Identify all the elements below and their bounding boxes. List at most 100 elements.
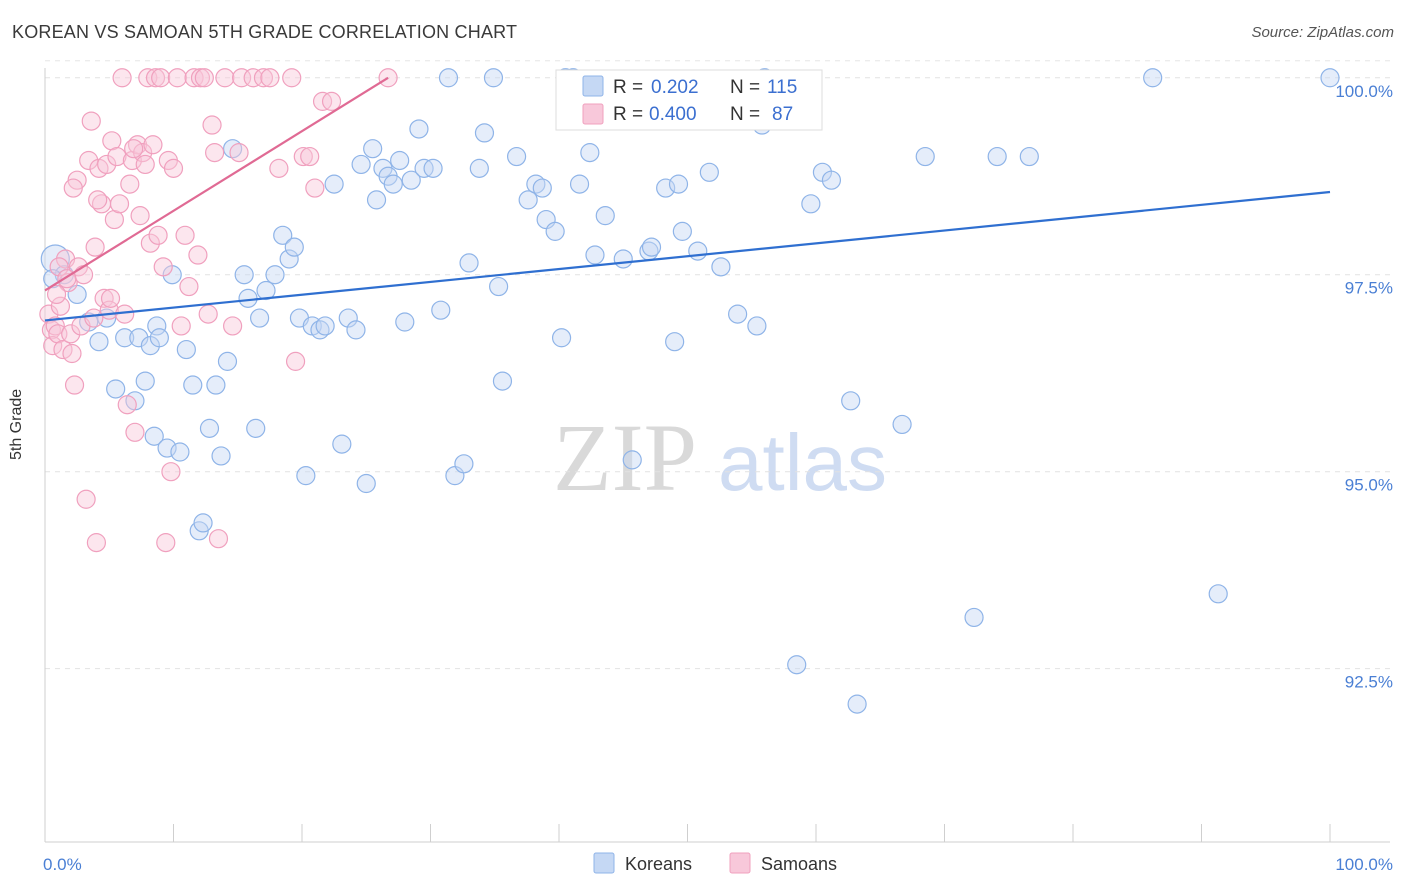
korean-point — [841, 391, 861, 411]
korean-point — [506, 146, 527, 167]
korean-point — [401, 170, 421, 190]
korean-point — [787, 655, 807, 675]
korean-point — [315, 316, 335, 336]
samoan-point — [125, 422, 145, 442]
korean-point — [423, 158, 443, 178]
legend-r-value-samoans: 0.400 — [649, 104, 697, 125]
y-tick-label: 92.5% — [1345, 673, 1393, 692]
legend-n-label-samoans: N = — [730, 104, 760, 125]
koreans-series-swatch — [593, 852, 615, 874]
samoan-point — [175, 225, 195, 245]
tick-labels: 100.0% 97.5% 95.0% 92.5% 0.0% 100.0% — [43, 82, 1393, 874]
korean-point — [356, 473, 376, 494]
samoan-point — [88, 190, 108, 210]
samoan-point — [112, 68, 132, 88]
korean-point — [176, 339, 196, 360]
korean-point — [532, 178, 552, 198]
y-tick-label: 100.0% — [1335, 82, 1393, 101]
data-points — [39, 68, 1340, 714]
korean-point — [147, 316, 167, 336]
samoan-point — [107, 146, 127, 167]
korean-point — [115, 328, 135, 348]
korean-point — [234, 265, 254, 285]
korean-point — [170, 442, 190, 462]
samoan-point — [109, 194, 130, 214]
korean-point — [492, 371, 513, 391]
samoan-point — [130, 206, 150, 226]
korean-point — [454, 454, 474, 474]
korean-point — [249, 308, 270, 328]
korean-point — [668, 174, 689, 194]
samoan-point — [153, 257, 173, 277]
samoan-point — [86, 533, 107, 553]
korean-point — [346, 320, 366, 340]
y-tick-label: 97.5% — [1345, 279, 1393, 298]
samoan-point — [50, 296, 71, 316]
samoan-point — [140, 233, 160, 253]
samoan-point — [63, 178, 83, 198]
korean-point — [728, 304, 748, 324]
korean-point — [915, 146, 935, 167]
korean-point — [144, 426, 164, 446]
samoan-point — [202, 115, 222, 135]
samoan-point — [163, 158, 184, 178]
samoan-point — [253, 68, 274, 88]
samoan-point — [184, 68, 204, 88]
samoan-point — [76, 489, 96, 509]
chart-source: Source: ZipAtlas.com — [1251, 24, 1394, 41]
samoan-point — [167, 68, 187, 88]
samoan-point — [161, 462, 181, 482]
samoan-point — [124, 139, 144, 159]
samoans-series-swatch — [729, 852, 751, 874]
korean-point — [383, 174, 403, 194]
korean-point — [366, 190, 387, 210]
korean-point — [469, 158, 489, 178]
samoan-point — [62, 343, 82, 364]
korean-point — [149, 328, 169, 348]
samoan-point — [117, 395, 137, 415]
korean-point — [964, 607, 984, 628]
x-tick-label: 100.0% — [1335, 855, 1393, 874]
samoan-point — [205, 143, 225, 163]
korean-point — [622, 450, 642, 470]
korean-point — [1019, 146, 1039, 167]
samoan-point — [81, 111, 101, 131]
x-tick-label: 0.0% — [43, 855, 82, 874]
samoan-point — [282, 68, 302, 88]
korean-point — [199, 418, 220, 438]
korean-point — [987, 146, 1007, 167]
legend-r-value-koreans: 0.202 — [651, 77, 699, 98]
trend-lines — [44, 76, 1331, 322]
korean-point — [489, 276, 509, 297]
korean-point — [747, 316, 767, 336]
samoan-point — [64, 375, 85, 395]
samoan-point — [198, 304, 218, 324]
korean-point — [183, 375, 203, 395]
korean-point — [665, 332, 685, 352]
samoans-legend-swatch — [582, 103, 604, 125]
axes — [44, 68, 1390, 843]
korean-point — [211, 446, 231, 466]
samoan-point — [285, 351, 306, 371]
samoan-point — [321, 91, 342, 111]
korean-point — [459, 253, 479, 273]
samoan-point — [84, 308, 104, 328]
legend-r-label-koreans: R = — [613, 77, 643, 98]
koreans-legend-swatch — [582, 75, 604, 97]
samoan-point — [143, 135, 163, 155]
samoan-point — [171, 316, 191, 336]
korean-point — [551, 328, 572, 348]
korean-point — [89, 332, 109, 352]
samoan-point — [94, 288, 114, 308]
korean-point — [518, 190, 538, 210]
samoans-series-label: Samoans — [761, 854, 837, 874]
korean-point — [801, 194, 821, 214]
korean-point — [847, 694, 867, 714]
korean-point — [332, 434, 352, 454]
samoan-point — [85, 237, 105, 257]
korean-point — [390, 150, 410, 171]
korean-point — [483, 68, 504, 88]
legend-n-label-koreans: N = — [730, 77, 760, 98]
korean-point — [351, 154, 371, 175]
stats-legend: R = 0.202 N = 115 R = 0.400 N = 87 — [555, 69, 823, 131]
